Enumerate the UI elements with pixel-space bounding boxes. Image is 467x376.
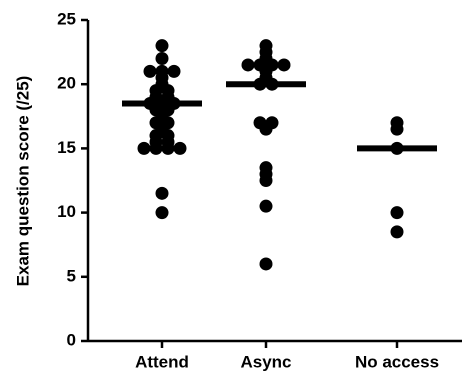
y-tick-label: 10 (57, 202, 76, 221)
data-point (241, 58, 255, 72)
data-point (259, 71, 273, 85)
x-tick-label: No access (355, 352, 439, 371)
y-tick-label: 25 (57, 9, 76, 28)
data-point (155, 109, 169, 123)
data-point (253, 58, 267, 72)
data-point (173, 141, 187, 155)
data-point (155, 186, 169, 200)
y-axis-label: Exam question score (/25) (13, 76, 32, 287)
data-point (259, 174, 273, 187)
data-point (155, 71, 169, 85)
data-point (137, 141, 151, 155)
data-point (390, 225, 404, 239)
data-point (155, 52, 169, 66)
y-tick-label: 20 (57, 74, 76, 93)
data-point (259, 45, 273, 59)
data-point (155, 39, 169, 53)
data-point (149, 135, 163, 149)
data-point (390, 122, 404, 136)
data-point (161, 135, 175, 149)
x-tick-label: Async (240, 352, 291, 371)
data-point (390, 206, 404, 220)
x-tick-label: Attend (135, 352, 189, 371)
data-point (161, 84, 175, 98)
data-point (167, 64, 181, 78)
data-point (277, 58, 291, 72)
data-point (155, 206, 169, 220)
data-point (259, 199, 273, 213)
y-tick-label: 0 (67, 330, 76, 349)
data-point (149, 84, 163, 98)
data-point (265, 58, 279, 72)
data-point (259, 122, 273, 136)
data-point (155, 122, 169, 136)
data-point (143, 64, 157, 78)
y-tick-label: 15 (57, 138, 76, 157)
data-point (259, 161, 273, 175)
y-tick-label: 5 (67, 266, 76, 285)
data-point (259, 257, 273, 271)
